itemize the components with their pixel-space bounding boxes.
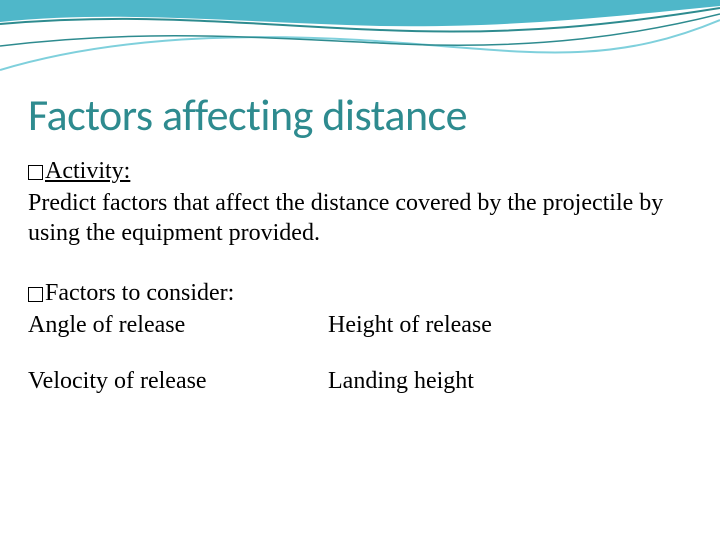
swoosh-line-2 <box>0 20 720 70</box>
decorative-swoosh <box>0 0 720 90</box>
swoosh-line-3 <box>0 14 720 46</box>
factors-line: Factors to consider: <box>28 278 692 308</box>
factors-label: Factors to consider: <box>45 280 234 306</box>
swoosh-line-1 <box>0 8 720 32</box>
activity-text: Predict factors that affect the distance… <box>28 188 692 248</box>
slide-title: Factors affecting distance <box>28 88 692 142</box>
factor-cell: Height of release <box>328 310 692 340</box>
bullet-icon <box>28 165 43 180</box>
factor-cell: Velocity of release <box>28 366 328 396</box>
bullet-icon <box>28 287 43 302</box>
swoosh-fill <box>0 0 720 26</box>
activity-line: Activity: <box>28 156 692 186</box>
factor-cell: Landing height <box>328 366 692 396</box>
activity-label: Activity: <box>45 158 130 184</box>
factor-cell: Angle of release <box>28 310 328 340</box>
